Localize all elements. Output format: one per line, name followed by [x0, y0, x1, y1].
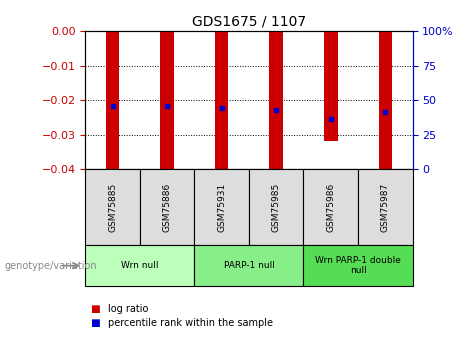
Text: genotype/variation: genotype/variation: [5, 261, 97, 270]
Text: ■: ■: [90, 304, 100, 314]
Title: GDS1675 / 1107: GDS1675 / 1107: [192, 14, 306, 29]
Text: percentile rank within the sample: percentile rank within the sample: [108, 318, 273, 327]
Bar: [215, 31, 229, 169]
Text: GSM75986: GSM75986: [326, 183, 335, 231]
Bar: [106, 31, 119, 169]
Text: GSM75987: GSM75987: [381, 183, 390, 231]
Bar: [378, 31, 392, 169]
Text: log ratio: log ratio: [108, 304, 149, 314]
Text: ■: ■: [90, 318, 100, 327]
Bar: [324, 31, 337, 141]
Bar: [269, 31, 283, 169]
Text: Wrn PARP-1 double
null: Wrn PARP-1 double null: [315, 256, 401, 275]
Text: GSM75885: GSM75885: [108, 183, 117, 231]
Text: GSM75985: GSM75985: [272, 183, 281, 231]
Text: PARP-1 null: PARP-1 null: [224, 261, 274, 270]
Bar: [160, 31, 174, 169]
Text: GSM75886: GSM75886: [163, 183, 171, 231]
Text: Wrn null: Wrn null: [121, 261, 159, 270]
Text: GSM75931: GSM75931: [217, 183, 226, 231]
